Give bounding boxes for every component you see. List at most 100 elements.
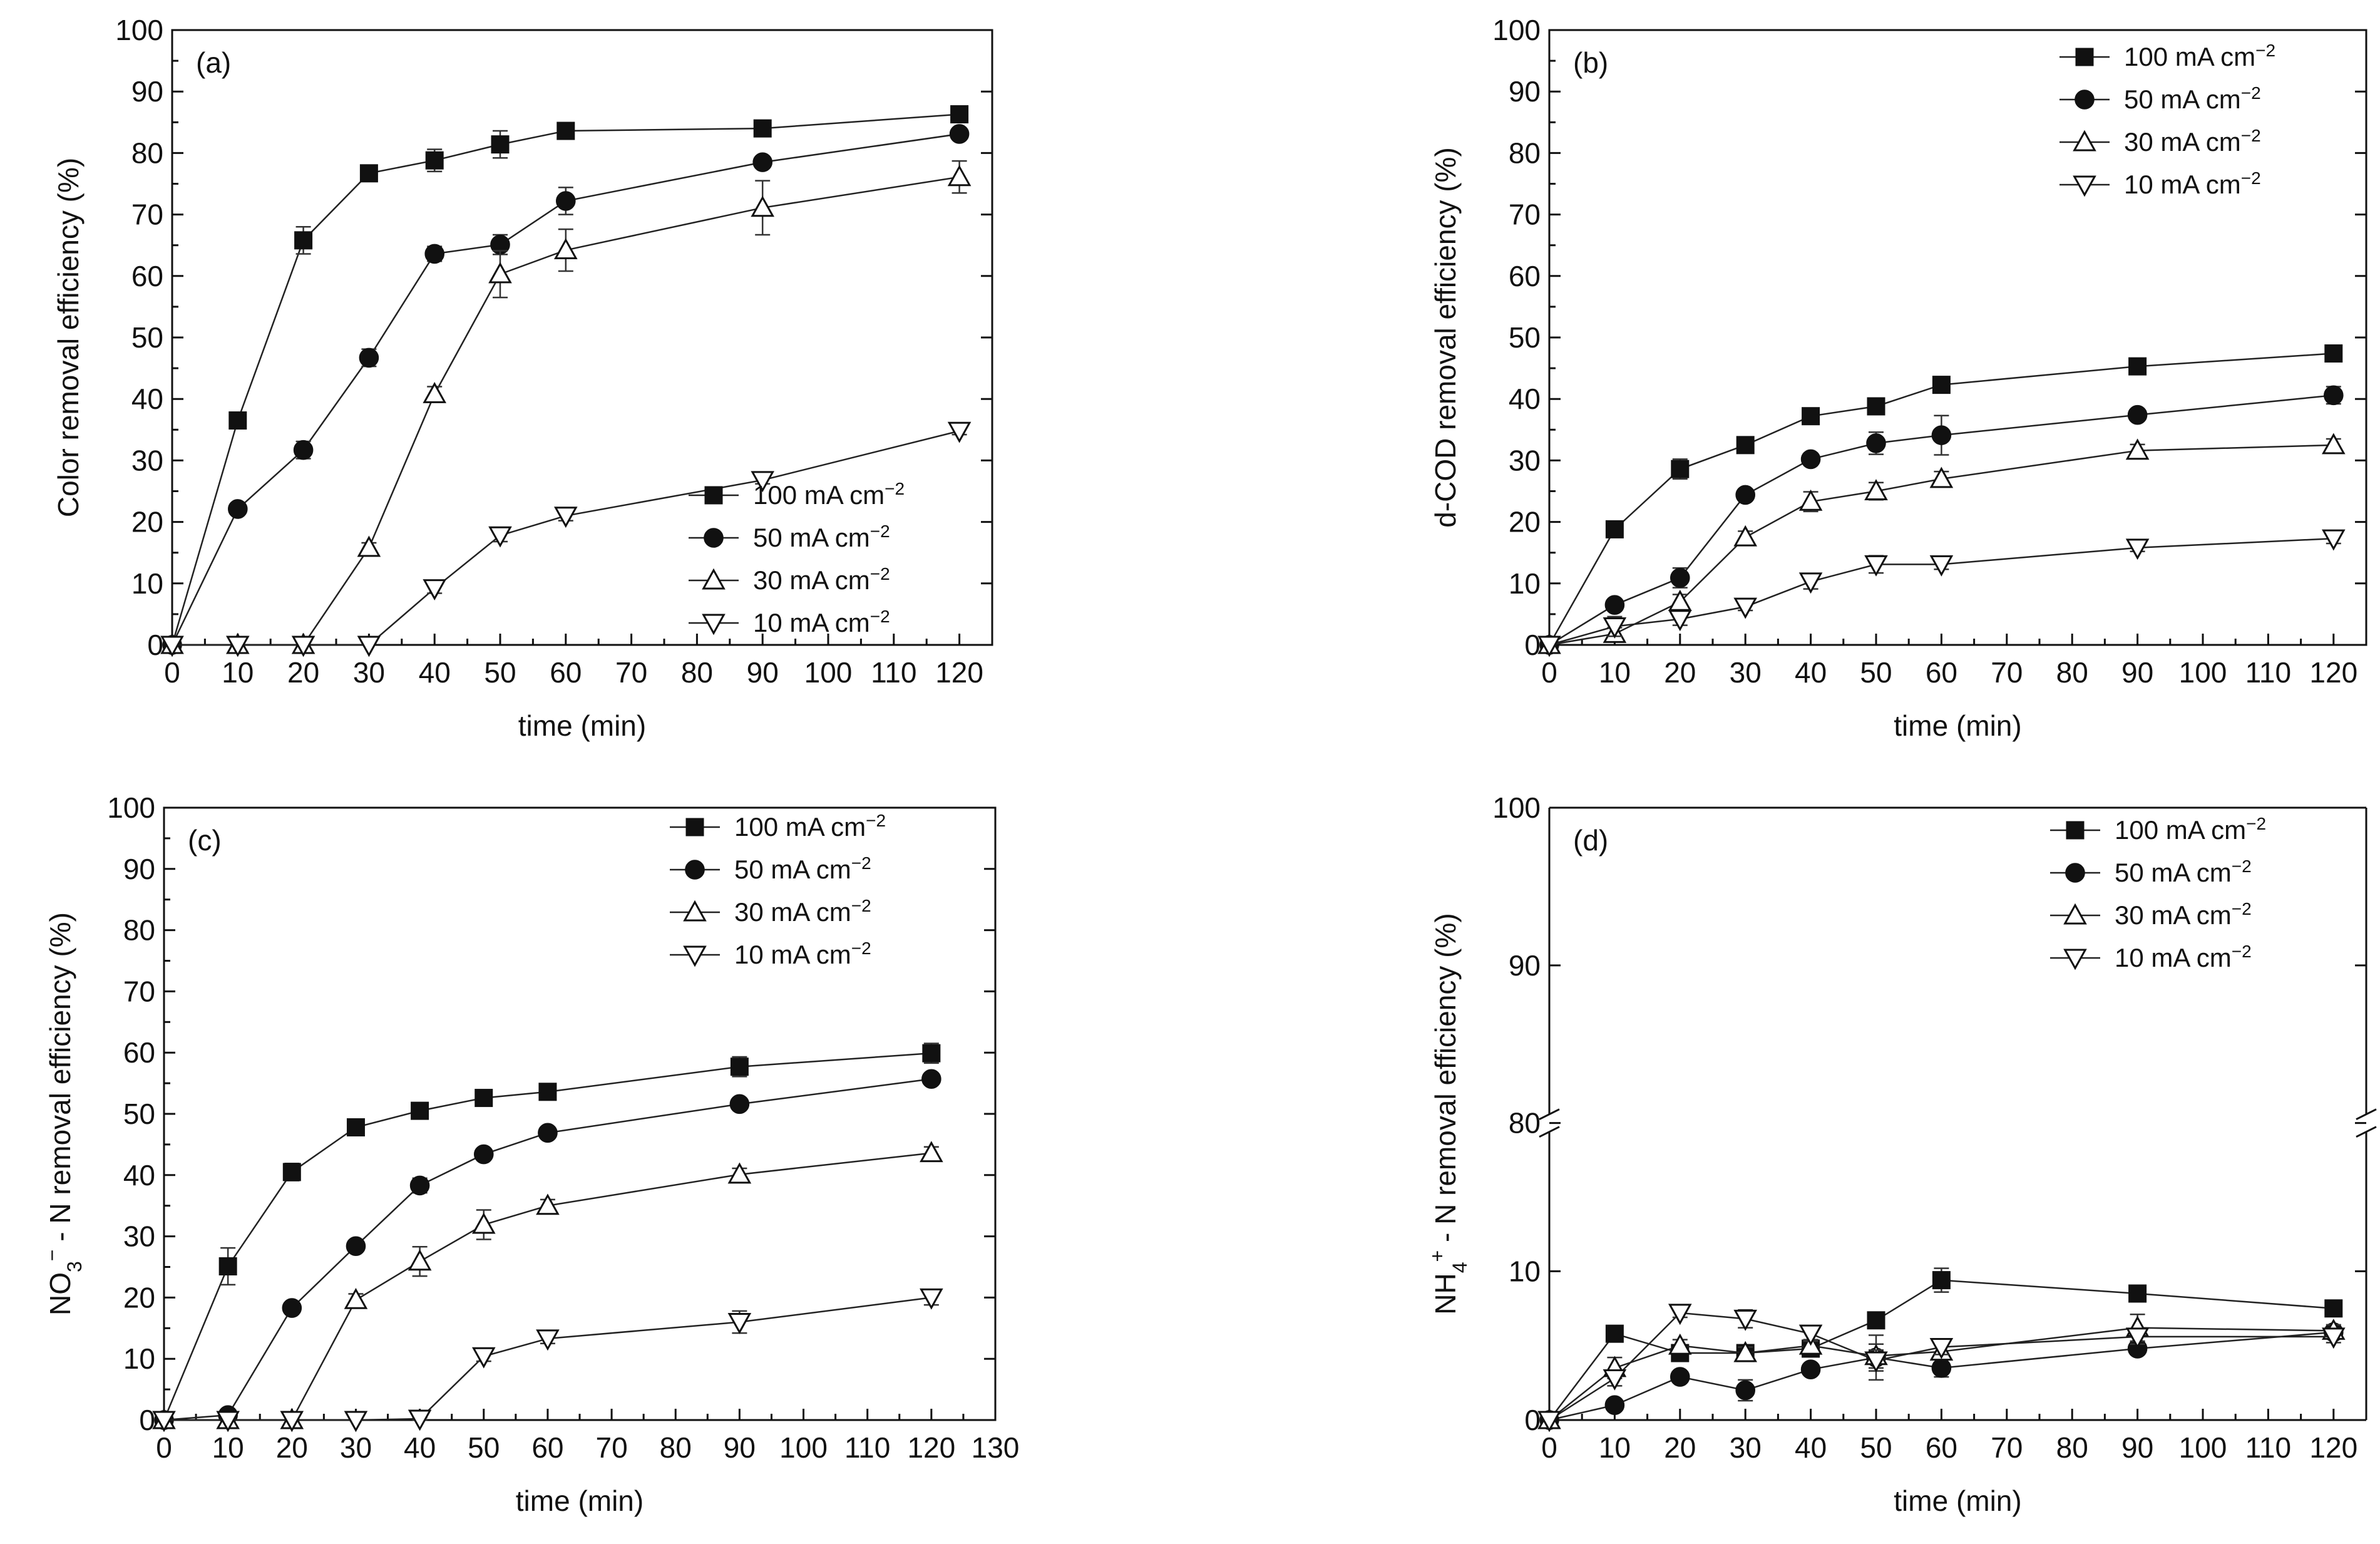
data-point [226, 636, 250, 657]
y-tick-label: 60 [123, 1036, 155, 1069]
data-point [947, 165, 972, 187]
y-tick-label: 10 [1509, 1255, 1541, 1287]
axis-break-mark [2356, 1126, 2377, 1138]
data-point [1605, 1324, 1624, 1343]
y-tick-label: 70 [1509, 198, 1541, 231]
data-point [2125, 438, 2150, 460]
legend-label-text: 30 mA cm [734, 897, 851, 927]
legend-label-text: 30 mA cm [2115, 900, 2232, 930]
x-tick-label: 60 [1926, 1431, 1957, 1464]
x-tick-label: 100 [779, 1431, 828, 1464]
x-tick-label: 110 [844, 1431, 890, 1464]
data-point [471, 1212, 496, 1234]
data-point [294, 231, 313, 250]
chart-panel-3: 0 10 20 30 40 50 60 70 80 90 100 110 120 130 0 10 20 30 40… [41, 791, 1019, 1517]
y-tick-label: 90 [131, 75, 163, 108]
legend-entry: 50 mA cm−2 [2059, 83, 2261, 114]
x-tick-label: 100 [2179, 1431, 2227, 1464]
panel-label: (b) [1573, 46, 1608, 79]
series-triangle-down [160, 421, 972, 657]
data-point [730, 1058, 749, 1076]
x-axis-label: time (min) [518, 709, 646, 742]
data-point [2128, 1284, 2147, 1303]
legend-entry: 10 mA cm−2 [2050, 942, 2252, 972]
y-tick-label: 100 [107, 791, 155, 824]
y-tick-label: 10 [1509, 567, 1541, 600]
legend-entry: 50 mA cm−2 [2050, 857, 2252, 887]
data-point [538, 1123, 558, 1143]
data-point [471, 1347, 496, 1369]
legend-label: 100 mA cm−2 [2124, 41, 2275, 72]
data-point [282, 1163, 301, 1181]
data-point [922, 1044, 941, 1063]
y-axis-label: NO3− - N removal efficiency (%) [41, 912, 86, 1315]
legend-label: 30 mA cm−2 [2115, 899, 2252, 930]
data-point [425, 151, 444, 170]
y-tick-label: 40 [131, 383, 163, 415]
x-tick-label: 20 [287, 656, 319, 689]
data-point [282, 1298, 302, 1318]
legend-label-sup: −2 [870, 522, 890, 541]
x-tick-label: 10 [222, 656, 254, 689]
legend-label-text: 100 mA cm [2115, 815, 2246, 845]
y-tick-label: 100 [115, 14, 163, 46]
x-tick-label: 120 [2309, 656, 2357, 689]
y-tick-label: 40 [1509, 383, 1541, 415]
data-point [920, 1288, 943, 1310]
data-point [1668, 1333, 1692, 1355]
axis-break-mark [2356, 1108, 2377, 1121]
x-tick-label: 60 [531, 1431, 563, 1464]
data-point [753, 119, 772, 138]
data-point [2127, 404, 2148, 425]
data-point [359, 347, 379, 368]
legend-entry: 10 mA cm−2 [689, 607, 890, 637]
data-point [423, 579, 446, 600]
series-square [155, 1042, 941, 1429]
y-tick-label: 0 [139, 1404, 155, 1436]
data-point [152, 1411, 176, 1433]
legend-entry: 100 mA cm−2 [689, 479, 905, 510]
y-tick-label: 50 [1509, 321, 1541, 354]
data-point [950, 105, 969, 124]
data-point [536, 1193, 560, 1215]
data-point [1932, 376, 1951, 394]
data-point [1864, 555, 1888, 577]
data-point [554, 507, 578, 528]
data-point [1867, 397, 1885, 416]
legend-label-text: 50 mA cm [753, 523, 870, 552]
data-point [729, 1094, 750, 1114]
data-point [1802, 407, 1820, 426]
y-tick-label: 80 [123, 914, 155, 947]
axis-break-mark [1539, 1126, 1560, 1138]
data-point [423, 382, 446, 403]
y-tick-label: 90 [1509, 949, 1541, 982]
data-point [1929, 555, 1954, 577]
legend-label: 50 mA cm−2 [753, 522, 890, 553]
legend-entry: 100 mA cm−2 [2050, 814, 2266, 845]
series-line [164, 1297, 932, 1421]
data-point [1604, 1395, 1625, 1416]
x-axis-label: time (min) [1894, 709, 2021, 742]
y-axis-label-sub: 3 [63, 1261, 86, 1272]
y-tick-label: 0 [1524, 629, 1541, 661]
data-point [554, 238, 578, 260]
data-point [538, 1083, 557, 1101]
y-tick-label: 60 [1509, 260, 1541, 292]
y-axis-label-sup: − [41, 1250, 63, 1262]
data-point [491, 135, 510, 154]
chart-panel-1: 0 10 20 30 40 50 60 70 80 90 100 110 120 0 10 20 30 40 50 6… [52, 14, 993, 742]
data-point [921, 1069, 941, 1089]
y-tick-label: 10 [123, 1342, 155, 1375]
data-point [411, 1101, 429, 1120]
x-tick-label: 30 [1730, 1431, 1762, 1464]
data-point [1733, 1309, 1757, 1331]
legend-marker [685, 860, 705, 880]
x-tick-label: 80 [2056, 656, 2088, 689]
x-axis-label: time (min) [1894, 1485, 2021, 1517]
data-point [2322, 1327, 2346, 1349]
y-tick-label: 50 [123, 1098, 155, 1130]
data-point [1866, 433, 1886, 453]
data-point [1537, 1411, 1561, 1433]
data-point [1604, 595, 1625, 615]
legend-marker [2063, 949, 2087, 970]
